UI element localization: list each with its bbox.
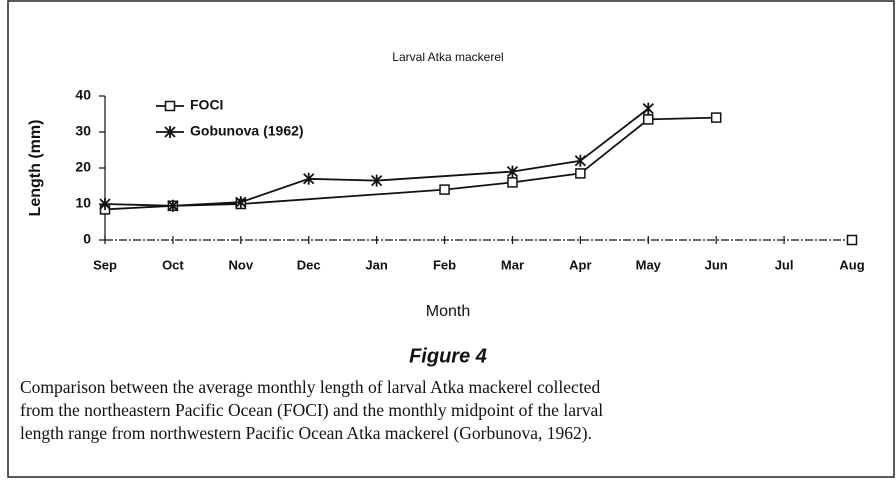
x-tick-label: Nov: [229, 257, 254, 272]
point-marker: [439, 184, 450, 195]
y-tick-label: 0: [83, 231, 91, 247]
point-marker: [846, 234, 858, 246]
y-tick-label: 30: [75, 123, 91, 139]
point-marker: [642, 102, 654, 115]
x-tick-label: Dec: [297, 257, 321, 272]
point-marker: [164, 126, 176, 138]
legend-label: FOCI: [190, 97, 223, 113]
point-marker: [643, 114, 654, 125]
point-marker: [164, 100, 176, 112]
point-marker: [574, 154, 587, 167]
point-marker: [235, 196, 247, 209]
x-axis-label: Month: [426, 303, 470, 320]
point-marker: [99, 198, 111, 210]
x-tick-label: Sep: [93, 257, 117, 272]
y-tick-label: 20: [75, 159, 91, 175]
point-marker: [507, 177, 518, 188]
series-line: [104, 107, 649, 207]
point-marker: [167, 199, 179, 212]
y-axis-label: Length (mm): [27, 120, 44, 217]
figure-label: Figure 4: [409, 345, 487, 367]
x-tick-label: Jan: [365, 257, 387, 272]
x-tick-label: Apr: [569, 257, 591, 272]
x-tick-label: May: [636, 257, 662, 272]
point-marker: [710, 112, 722, 123]
legend-label: Gobunova (1962): [190, 123, 304, 139]
chart-title: Larval Atka mackerel: [392, 50, 503, 64]
frame: [7, 0, 895, 478]
caption-line: from the northeastern Pacific Ocean (FOC…: [20, 400, 603, 420]
x-tick-label: Jun: [705, 257, 728, 272]
x-tick-label: Oct: [162, 257, 184, 272]
x-tick-label: Mar: [501, 257, 524, 272]
x-tick-label: Jul: [775, 257, 794, 272]
x-tick-label: Aug: [839, 257, 864, 272]
caption-line: Comparison between the average monthly l…: [20, 377, 600, 397]
point-marker: [575, 168, 586, 179]
y-tick-label: 10: [75, 195, 91, 211]
caption-line: length range from northwestern Pacific O…: [20, 423, 592, 443]
point-marker: [506, 165, 519, 178]
y-tick-label: 40: [75, 87, 91, 103]
point-marker: [370, 174, 383, 187]
x-tick-label: Feb: [433, 257, 456, 272]
point-marker: [303, 172, 315, 185]
